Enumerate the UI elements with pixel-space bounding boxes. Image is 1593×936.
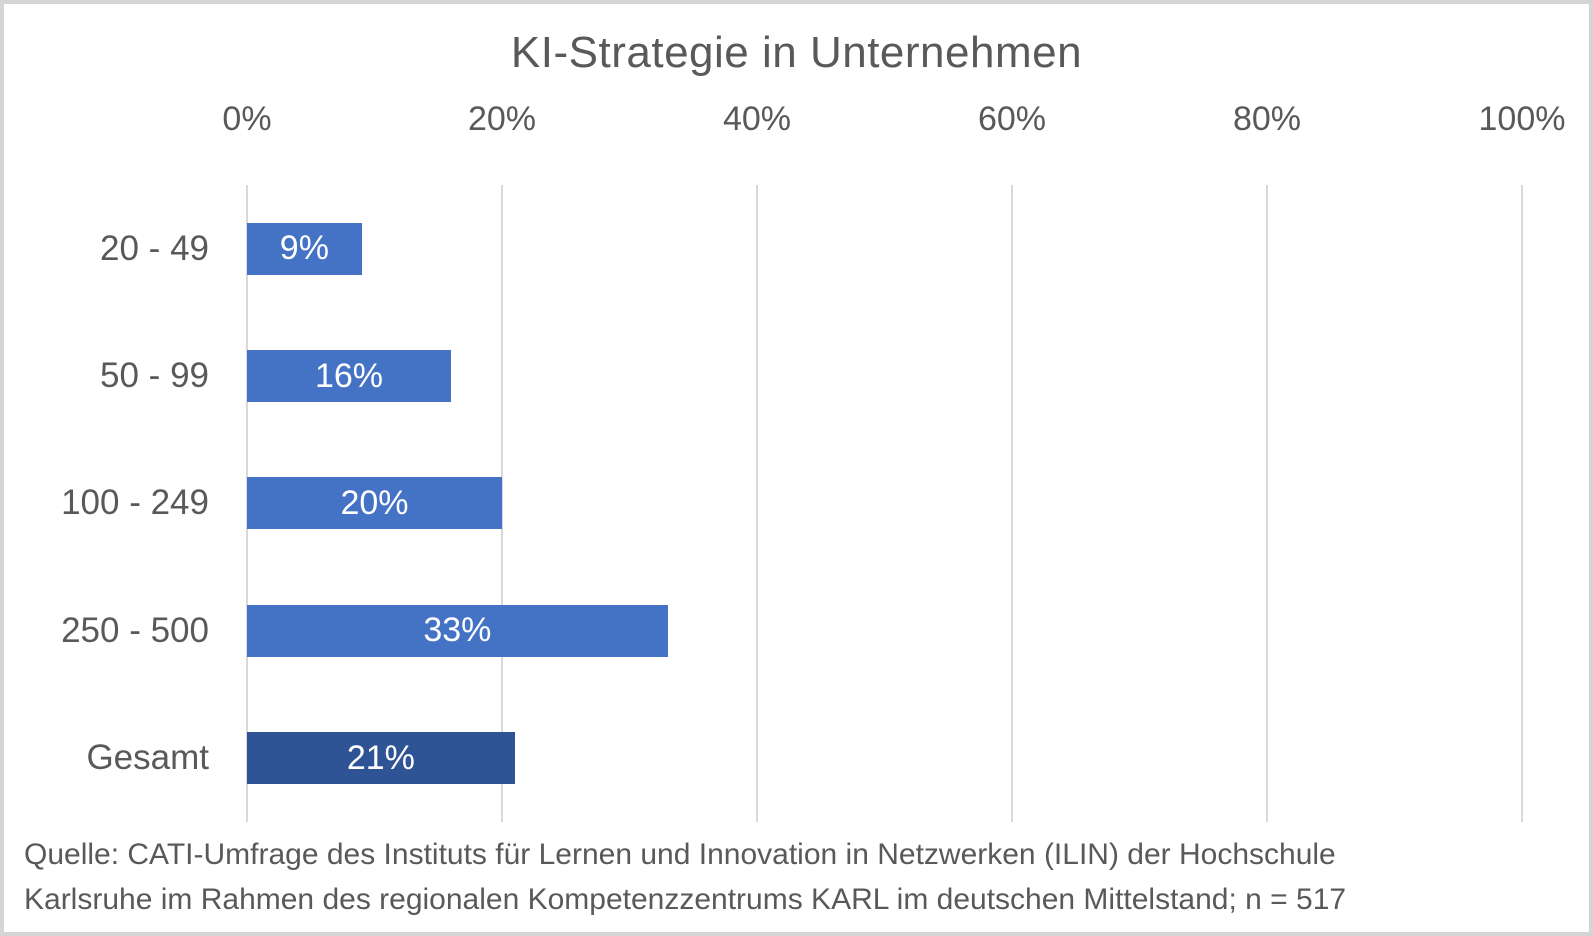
category-label: Gesamt [86,738,209,778]
x-axis-tick-label: 40% [722,100,792,138]
source-note-line-2: Karlsruhe im Rahmen des regionalen Kompe… [24,883,1347,916]
bar-value-label: 20% [340,483,409,522]
source-note: Quelle: CATI-Umfrage des Instituts für L… [24,832,1346,922]
x-axis-tick-label: 20% [467,100,537,138]
category-label: 100 - 249 [61,483,209,523]
gridline [501,185,503,822]
bar-value-label: 16% [314,356,384,395]
gridline [1011,185,1013,822]
gridline [1521,185,1523,822]
x-axis-tick-label: 0% [222,100,272,138]
bar-value-label: 21% [346,738,415,777]
x-axis-tick-label: 60% [977,100,1047,138]
bar-20-49: 9% [247,222,362,275]
chart-title: KI-Strategie in Unternehmen [510,28,1083,77]
bar-250-500: 33% [247,604,668,657]
bar-value-label: 9% [279,229,329,268]
bar-100-249: 20% [247,477,502,530]
category-label: 50 - 99 [100,356,209,396]
bar-Gesamt: 21% [247,732,515,785]
x-axis-tick-label: 80% [1232,100,1302,138]
bar-row: 21% [247,695,1522,822]
category-axis: 20 - 49 50 - 99 100 - 249 250 - 500 Gesamt [4,185,209,822]
bar-row: 33% [247,567,1522,694]
bar-row: 9% [247,185,1522,312]
source-note-line-1: Quelle: CATI-Umfrage des Instituts für L… [24,838,1336,871]
bar-value-label: 33% [423,611,492,650]
bar-row: 20% [247,440,1522,567]
bar-50-99: 16% [247,350,451,403]
x-axis: 0% 20% 40% 60% 80% 100% [222,100,1565,146]
gridline [1266,185,1268,822]
category-label: 20 - 49 [100,228,209,268]
x-axis-tick-label: 100% [1478,100,1566,138]
plot-area: 9% 16% 20% 33% 21% [246,185,1523,822]
gridline [756,185,758,822]
category-label: 250 - 500 [61,610,209,650]
bar-row: 16% [247,312,1522,439]
